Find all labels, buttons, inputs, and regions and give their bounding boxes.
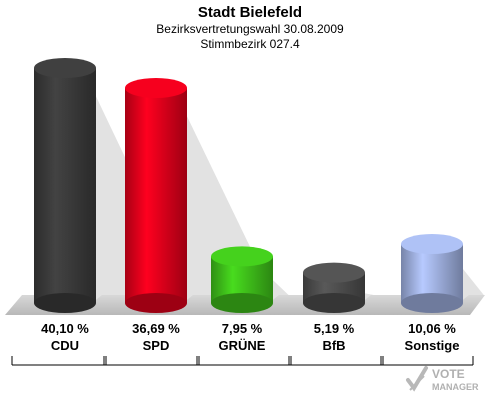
value-label-spd: 36,69 % bbox=[132, 321, 180, 336]
chart-subtitle-election: Bezirksvertretungswahl 30.08.2009 bbox=[156, 22, 344, 36]
category-axis bbox=[11, 356, 474, 366]
category-label-spd: SPD bbox=[143, 338, 170, 353]
value-label-sonstige: 10,06 % bbox=[408, 321, 456, 336]
chart-subtitle-district: Stimmbezirk 027.4 bbox=[200, 37, 300, 51]
category-label-gr-ne: GRÜNE bbox=[219, 338, 266, 353]
watermark-line1: VOTE bbox=[432, 367, 465, 381]
bar-spd bbox=[125, 77, 187, 313]
bar-bfb bbox=[303, 262, 365, 313]
bar-labels: 40,10 % CDU 36,69 % SPD 7,95 % GRÜNE 5,19 % BfB… bbox=[41, 321, 459, 353]
category-label-bfb: BfB bbox=[322, 338, 345, 353]
category-label-sonstige: Sonstige bbox=[405, 338, 460, 353]
watermark-line2: MANAGER bbox=[432, 382, 479, 392]
category-label-cdu: CDU bbox=[51, 338, 79, 353]
bar-sonstige bbox=[401, 234, 463, 313]
value-label-gr-ne: 7,95 % bbox=[222, 321, 263, 336]
chart-title: Stadt Bielefeld bbox=[197, 4, 303, 21]
value-label-cdu: 40,10 % bbox=[41, 321, 89, 336]
bar-shadow-gr-ne bbox=[269, 276, 289, 303]
checkmark-icon bbox=[406, 366, 428, 392]
vote-manager-logo: VOTE MANAGER bbox=[406, 366, 479, 392]
bar-cdu bbox=[34, 58, 96, 313]
bar-gr-ne bbox=[211, 246, 273, 313]
chart-header: Stadt Bielefeld Bezirksvertretungswahl 3… bbox=[0, 4, 500, 52]
value-label-bfb: 5,19 % bbox=[314, 321, 355, 336]
bars bbox=[34, 58, 463, 313]
bar-shadow-sonstige bbox=[459, 264, 484, 303]
